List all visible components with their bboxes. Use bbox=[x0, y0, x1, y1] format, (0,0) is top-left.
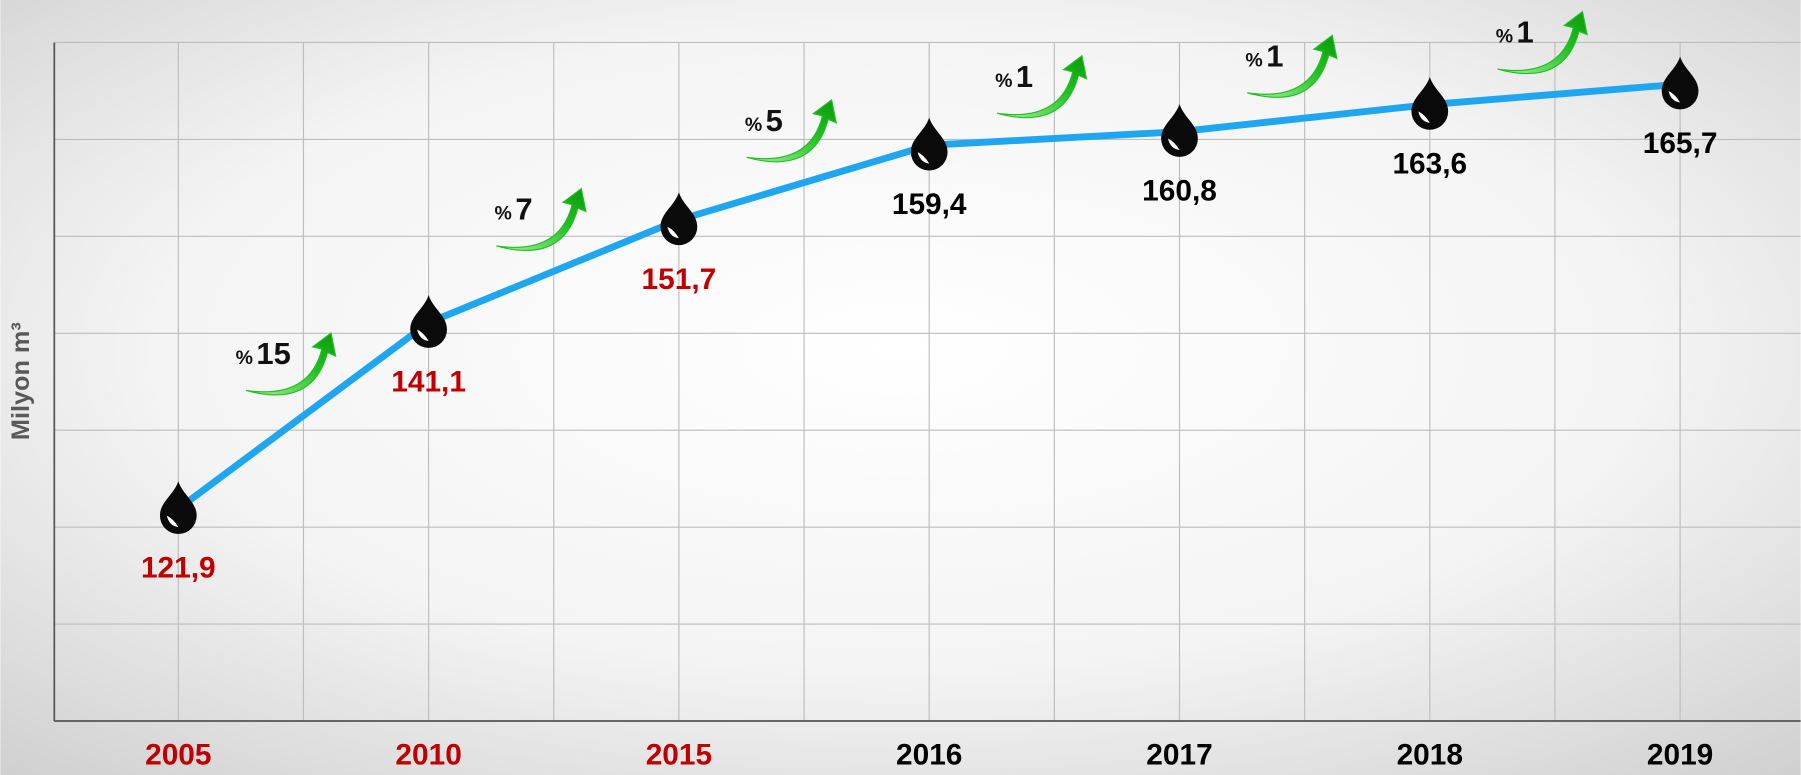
value-label: 141,1 bbox=[391, 366, 466, 399]
growth-arrow bbox=[1247, 34, 1338, 98]
drop-highlight bbox=[166, 515, 179, 528]
annotation: % 1 bbox=[1496, 15, 1534, 50]
x-tick-label: 2018 bbox=[1397, 739, 1463, 772]
annotation-sign: % bbox=[1245, 49, 1262, 71]
annotation-sign: % bbox=[995, 70, 1012, 92]
annotation-number: 15 bbox=[256, 336, 290, 371]
annotation-sign: % bbox=[495, 203, 512, 225]
x-tick-label: 2005 bbox=[145, 739, 211, 772]
growth-arrow bbox=[746, 98, 837, 163]
value-label: 163,6 bbox=[1392, 147, 1467, 180]
x-tick-label: 2010 bbox=[395, 739, 461, 772]
annotation-sign: % bbox=[1496, 26, 1513, 48]
growth-arrow bbox=[996, 54, 1088, 119]
annotation: % 5 bbox=[745, 103, 783, 138]
value-label: 165,7 bbox=[1643, 127, 1718, 160]
annotation: % 15 bbox=[236, 336, 291, 371]
drop-highlight bbox=[667, 226, 679, 239]
growth-arrow bbox=[496, 187, 587, 252]
drop-highlight bbox=[1668, 91, 1681, 103]
annotation-sign: % bbox=[236, 347, 253, 369]
y-axis-label: Milyon m³ bbox=[7, 322, 35, 440]
value-label: 160,8 bbox=[1142, 175, 1217, 208]
annotation-number: 7 bbox=[515, 192, 532, 227]
value-label: 159,4 bbox=[892, 188, 967, 221]
x-tick-label: 2019 bbox=[1647, 739, 1713, 772]
annotation-number: 1 bbox=[1517, 15, 1534, 50]
annotation-number: 1 bbox=[1266, 38, 1283, 73]
annotation: % 1 bbox=[995, 59, 1033, 94]
value-label: 151,7 bbox=[642, 263, 717, 296]
growth-arrow bbox=[1497, 10, 1588, 75]
annotation: % 7 bbox=[495, 192, 533, 227]
annotation-number: 1 bbox=[1016, 59, 1033, 94]
growth-arrow bbox=[245, 332, 337, 396]
value-label: 121,9 bbox=[141, 552, 216, 585]
drop-highlight bbox=[417, 329, 429, 341]
x-tick-label: 2017 bbox=[1146, 739, 1212, 772]
drop-highlight bbox=[917, 152, 930, 164]
drop-highlight bbox=[1168, 138, 1180, 151]
annotation: % 1 bbox=[1245, 38, 1283, 73]
x-tick-label: 2016 bbox=[896, 739, 962, 772]
drop-highlight bbox=[1418, 111, 1430, 123]
annotation-number: 5 bbox=[766, 103, 783, 138]
x-tick-label: 2015 bbox=[646, 739, 712, 772]
annotation-sign: % bbox=[745, 114, 762, 136]
